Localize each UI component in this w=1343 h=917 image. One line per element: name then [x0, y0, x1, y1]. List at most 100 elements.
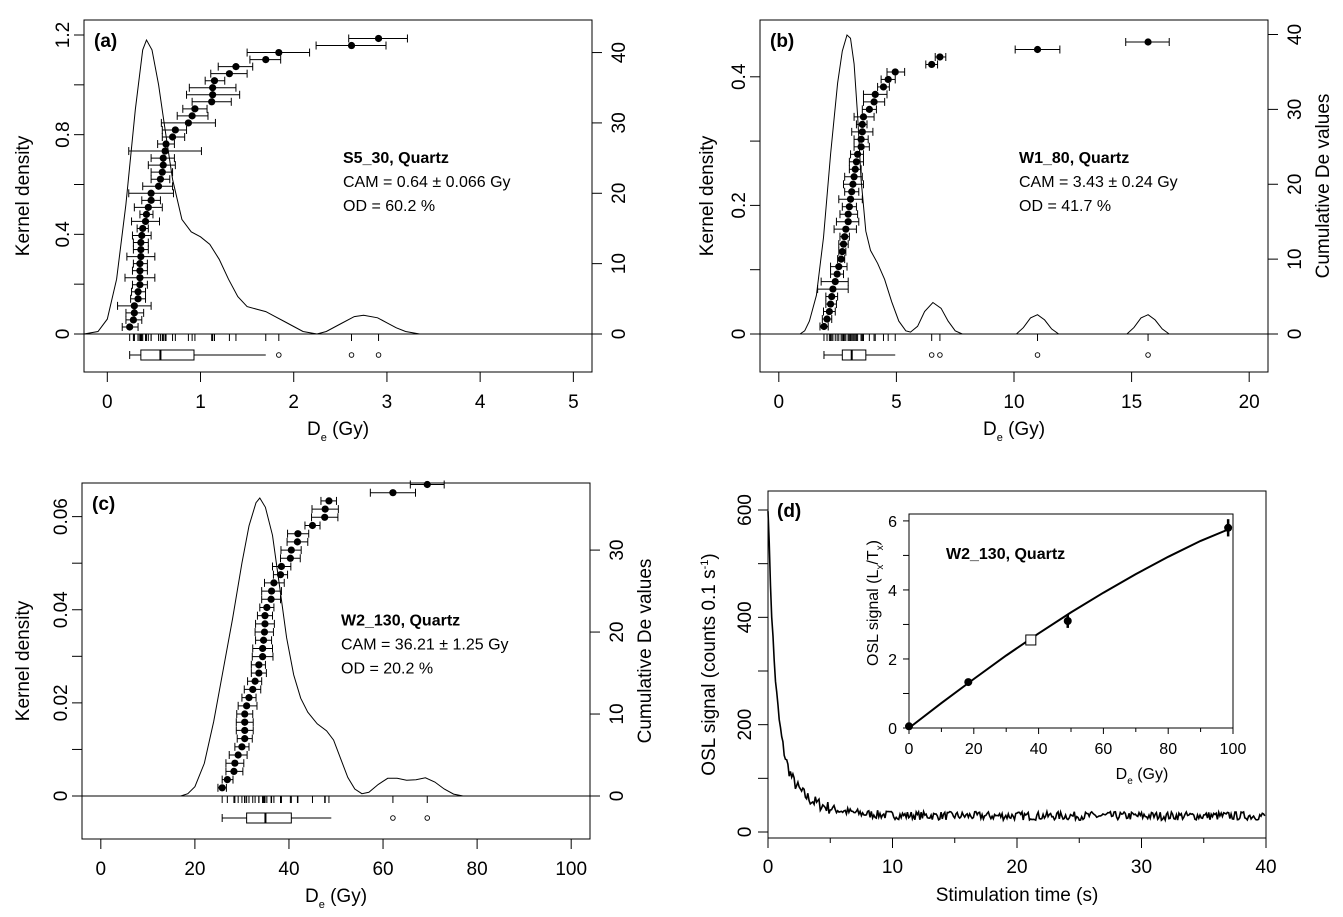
cumulative-de-point	[131, 266, 148, 275]
inset-x-label-part: e	[1127, 776, 1133, 787]
de-marker	[844, 218, 852, 226]
de-marker	[825, 307, 833, 316]
cumulative-de-point	[823, 307, 836, 316]
de-marker	[255, 661, 263, 669]
de-marker	[142, 210, 151, 218]
y-tick-label: 600	[735, 494, 756, 526]
de-marker	[849, 180, 857, 188]
cumulative-de-point	[182, 104, 208, 113]
y-axis-label: OSL signal (counts 0.1 s-1)	[699, 553, 720, 775]
cumulative-de-point	[825, 300, 837, 309]
cumulative-de-point	[838, 240, 849, 249]
y2-tick-label: 20	[607, 621, 628, 642]
x-tick-label: 0	[96, 859, 107, 880]
de-marker	[865, 105, 873, 113]
inset-y-tick-label: 4	[888, 583, 897, 600]
cumulative-de-point	[236, 710, 254, 719]
cumulative-de-point	[835, 217, 860, 226]
osl-decay-curve	[767, 511, 1266, 823]
de-marker	[833, 270, 841, 278]
de-marker	[241, 718, 249, 726]
cumulative-de-point	[837, 255, 846, 264]
x-tick-label: 20	[184, 859, 205, 880]
cam-value: CAM = 3.43 ± 0.24 Gy	[1019, 174, 1178, 191]
cumulative-de-point	[131, 231, 152, 240]
de-marker	[347, 41, 356, 50]
de-marker	[277, 562, 286, 571]
x-axis-label: De (Gy)	[307, 419, 369, 444]
inset-y-label-part: )	[865, 540, 882, 545]
de-marker	[130, 302, 138, 310]
inset-y-axis-label: OSL signal (Lx/Tx)	[865, 540, 886, 666]
cumulative-de-point	[272, 562, 292, 571]
de-marker	[884, 75, 892, 84]
kernel-density-curve	[799, 34, 1170, 335]
x-label-main: D	[305, 886, 319, 907]
de-marker	[831, 277, 839, 286]
cumulative-de-point	[160, 118, 216, 127]
cumulative-de-point	[235, 726, 254, 735]
de-marker	[261, 612, 269, 620]
x-tick-label: 0	[763, 857, 774, 878]
y2-axis-label: Cumulative De values	[635, 559, 656, 744]
x-tick-label: 5	[891, 392, 902, 413]
inset-y-label-part: x	[875, 565, 886, 570]
x-tick-label: 1	[195, 392, 206, 413]
cumulative-de-point	[409, 480, 445, 489]
x-label-unit: (Gy)	[1003, 419, 1045, 440]
regenerative-dose-point	[964, 678, 973, 687]
cumulative-de-point	[124, 273, 156, 282]
y2-tick-label: 40	[1285, 24, 1306, 45]
y-tick-label: 0	[51, 791, 72, 802]
inset-x-label-part: (Gy)	[1133, 766, 1169, 783]
x-axis-label: De (Gy)	[983, 419, 1045, 444]
y-tick-label: 0	[729, 329, 750, 340]
boxplot-outlier	[276, 352, 282, 358]
y2-tick-label: 20	[1285, 174, 1306, 195]
cumulative-de-point	[150, 175, 171, 184]
kernel-density-curve	[83, 38, 420, 335]
cumulative-de-point	[255, 636, 273, 645]
cumulative-de-point	[254, 628, 274, 637]
inset-y-tick-label: 6	[888, 514, 897, 531]
de-marker	[232, 63, 240, 71]
de-marker	[144, 203, 152, 211]
de-marker	[137, 253, 145, 261]
cumulative-de-point	[839, 232, 850, 241]
y-label-superscript: -1	[699, 560, 711, 570]
cumulative-de-point	[191, 97, 232, 106]
cumulative-de-point	[131, 287, 147, 296]
x-tick-label: 80	[467, 859, 488, 880]
plot-frame	[83, 19, 593, 373]
x-tick-label: 100	[555, 859, 587, 880]
inset-y-label-part: /T	[865, 550, 882, 564]
de-marker	[871, 90, 879, 99]
de-marker	[231, 759, 239, 767]
de-marker	[1033, 45, 1042, 54]
cumulative-de-point	[261, 587, 282, 596]
cumulative-de-point	[861, 105, 877, 114]
de-marker	[134, 288, 142, 296]
x-tick-label: 3	[382, 392, 393, 413]
de-marker	[857, 135, 865, 143]
y2-tick-label: 30	[1285, 99, 1306, 120]
cumulative-de-point	[141, 196, 161, 205]
x-tick-label: 0	[774, 392, 785, 413]
cumulative-de-point	[877, 82, 890, 91]
boxplot-outlier	[928, 352, 935, 358]
de-marker	[1144, 38, 1152, 46]
cumulative-de-point	[188, 83, 237, 92]
x-tick-label: 0	[102, 392, 113, 413]
de-marker	[846, 195, 855, 203]
cumulative-de-point	[853, 112, 875, 121]
cumulative-de-point	[286, 537, 309, 546]
cumulative-de-point	[925, 60, 939, 69]
cumulative-de-point	[204, 76, 226, 85]
cumulative-de-point	[225, 759, 245, 768]
x-tick-label: 40	[278, 859, 299, 880]
inset-y-label-part: x	[875, 545, 886, 550]
y-tick-label: 0.2	[729, 192, 750, 218]
sample-name: W1_80, Quartz	[1019, 150, 1129, 167]
de-marker	[209, 91, 217, 99]
de-marker	[858, 120, 866, 128]
